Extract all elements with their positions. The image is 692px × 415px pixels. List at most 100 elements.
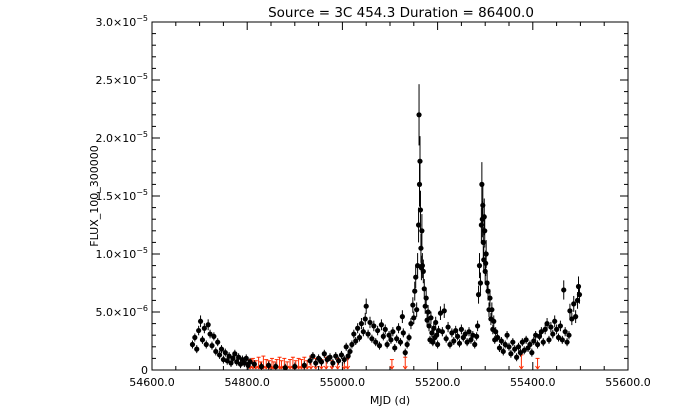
y-tick-label: 5.0×10−6	[95, 304, 148, 319]
data-point	[447, 340, 453, 349]
data-point	[479, 162, 485, 207]
data-point	[282, 363, 288, 371]
data-point	[566, 331, 572, 340]
data-point	[382, 324, 388, 335]
data-point	[554, 324, 560, 335]
data-point	[380, 332, 386, 341]
data-point	[247, 357, 253, 366]
data-point	[414, 302, 420, 317]
data-point	[321, 349, 327, 358]
data-point	[226, 352, 232, 361]
data-point	[489, 302, 495, 317]
data-point	[251, 360, 257, 369]
data-point	[209, 341, 215, 350]
data-point	[443, 334, 449, 343]
data-point	[451, 337, 457, 345]
data-point	[472, 340, 478, 349]
data-point	[327, 353, 333, 362]
data-point	[496, 343, 503, 352]
data-point	[216, 350, 223, 359]
data-point	[394, 334, 400, 343]
data-point	[402, 348, 408, 357]
data-point	[211, 332, 217, 341]
data-point	[347, 347, 353, 356]
data-point	[536, 332, 543, 341]
data-point	[388, 335, 394, 344]
data-point	[213, 347, 219, 356]
data-point	[384, 340, 390, 349]
data-point	[362, 312, 368, 326]
data-point	[194, 345, 200, 354]
data-point	[318, 357, 325, 366]
data-point	[458, 324, 464, 335]
data-point	[557, 320, 564, 332]
data-point	[386, 331, 392, 340]
data-point	[417, 190, 424, 230]
data-point	[345, 352, 351, 361]
data-point	[258, 362, 265, 370]
data-point	[330, 359, 336, 368]
data-point	[333, 352, 339, 361]
data-point	[466, 327, 472, 337]
data-point	[373, 338, 379, 347]
data-point	[241, 359, 247, 368]
data-point	[400, 328, 406, 338]
data-point	[477, 272, 484, 294]
data-point	[540, 338, 546, 347]
y-tick-label: 0	[141, 364, 148, 377]
data-point	[316, 354, 322, 363]
chart-title: Source = 3C 454.3 Duration = 86400.0	[268, 5, 534, 21]
data-point	[534, 340, 541, 349]
data-point	[343, 342, 349, 351]
data-point	[410, 297, 416, 313]
data-point	[421, 279, 427, 299]
y-tick-label: 1.5×10−5	[95, 188, 148, 203]
data-point	[192, 333, 198, 342]
data-point	[338, 350, 345, 359]
data-point	[341, 355, 347, 364]
y-axis: 0 5.0×10−6 1.0×10−5 1.5×10−5 2.0×10−5 2.5×10−…	[95, 14, 628, 377]
data-point	[517, 348, 524, 357]
data-point	[433, 316, 439, 329]
data-point	[232, 349, 238, 358]
data-point	[416, 84, 422, 146]
data-point	[197, 315, 204, 328]
data-point	[203, 340, 209, 349]
data-point	[189, 340, 196, 349]
data-point	[360, 327, 366, 337]
data-point	[412, 281, 418, 301]
data-point	[420, 259, 426, 284]
data-point	[378, 319, 385, 331]
data-point	[406, 333, 412, 342]
upper-limits-series	[247, 354, 540, 370]
data-point	[390, 327, 396, 337]
data-point	[571, 295, 577, 312]
data-point	[559, 335, 565, 344]
data-point	[468, 335, 474, 344]
data-point	[371, 320, 377, 332]
x-tick-label: 55600.0	[605, 376, 651, 389]
x-tick-label: 54600.0	[129, 376, 175, 389]
data-point	[498, 337, 504, 345]
upper-limit-arrow	[518, 354, 524, 370]
data-point	[542, 324, 548, 335]
data-point	[419, 214, 425, 248]
data-point	[363, 298, 369, 314]
data-point	[351, 329, 357, 339]
x-axis-label: MJD (d)	[370, 394, 410, 407]
data-point	[273, 362, 279, 370]
data-point	[506, 342, 512, 351]
data-point	[215, 338, 221, 347]
data-point	[404, 340, 410, 349]
upper-limit-arrow	[389, 359, 395, 370]
data-point	[413, 266, 419, 289]
data-point	[392, 343, 398, 352]
data-point	[201, 323, 207, 334]
upper-limit-arrow	[287, 359, 293, 370]
x-axis: 54600.0 54800.0 55000.0 55200.0 55400.0 55600…	[129, 22, 651, 389]
y-tick-label: 3.0×10−5	[95, 14, 148, 29]
upper-limit-arrow	[402, 356, 408, 370]
data-point	[482, 214, 488, 248]
data-point	[439, 327, 445, 337]
